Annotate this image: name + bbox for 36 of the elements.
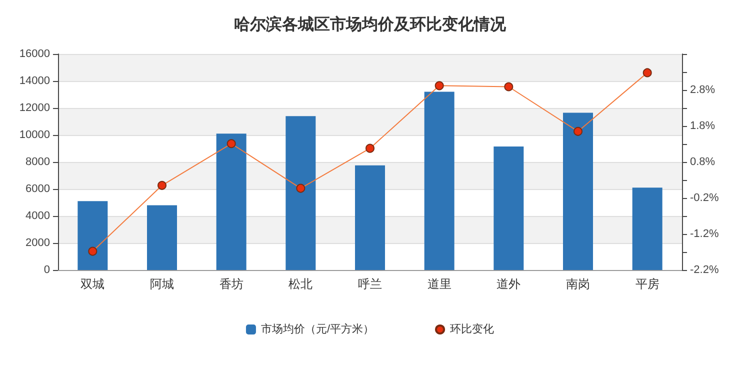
bar: [563, 112, 593, 270]
y-tick-label: 6000: [26, 183, 50, 195]
y2-tick-label: -0.2%: [690, 192, 719, 204]
y2-tick-label: 1.8%: [690, 120, 716, 132]
y2-tick-label: -1.2%: [690, 228, 719, 240]
y-tick-label: 16000: [19, 48, 50, 60]
x-tick-label: 道外: [496, 277, 521, 291]
x-tick-label: 平房: [635, 277, 660, 291]
y-tick-label: 12000: [19, 102, 50, 114]
bar: [78, 201, 108, 270]
y-tick-label: 14000: [19, 75, 50, 87]
bar: [424, 92, 454, 270]
x-tick-label: 阿城: [150, 277, 174, 291]
y-tick-label: 8000: [26, 156, 50, 168]
y-tick-label: 0: [44, 264, 50, 276]
legend-label: 环比变化: [450, 322, 494, 336]
bar: [494, 146, 524, 270]
bar: [632, 188, 662, 270]
y2-tick-label: 0.8%: [690, 156, 716, 168]
bar: [216, 134, 246, 270]
y-tick-label: 4000: [26, 210, 50, 222]
legend-label: 市场均价（元/平方米）: [260, 322, 374, 336]
x-tick-label: 呼兰: [358, 277, 382, 291]
chart-title: 哈尔滨各城区市场均价及环比变化情况: [234, 16, 507, 34]
y-tick-label: 2000: [26, 237, 50, 249]
y2-tick-label: 2.8%: [690, 84, 716, 96]
x-tick-label: 双城: [80, 277, 105, 291]
bar: [147, 205, 177, 270]
bar: [355, 165, 385, 270]
y-tick-label: 10000: [19, 129, 50, 141]
x-tick-label: 香坊: [219, 277, 244, 291]
x-tick-label: 松北: [288, 277, 313, 291]
y2-tick-label: -2.2%: [690, 264, 719, 276]
x-tick-label: 道里: [427, 277, 452, 291]
bar: [286, 116, 316, 270]
x-tick-label: 南岗: [566, 277, 590, 291]
